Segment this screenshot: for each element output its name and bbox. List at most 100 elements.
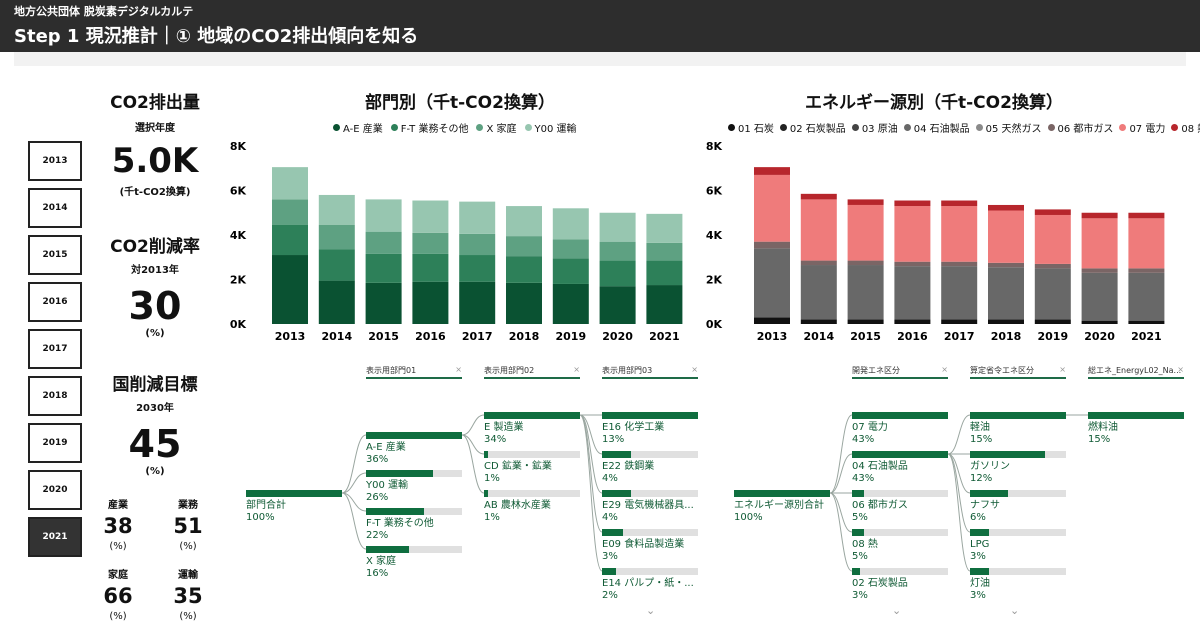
legend-item[interactable]: X 家庭 — [476, 120, 517, 135]
tree-node[interactable]: 07 電力 43% — [852, 412, 948, 446]
legend-item[interactable]: 02 石炭製品 — [779, 120, 846, 135]
year-button-2021[interactable]: 2021 — [28, 517, 82, 557]
bar-segment[interactable] — [412, 281, 449, 324]
bar-segment[interactable] — [1081, 212, 1118, 219]
bar-segment[interactable] — [646, 260, 683, 286]
tree-node[interactable]: E16 化学工業 13% — [602, 412, 698, 446]
bar-segment[interactable] — [800, 193, 837, 200]
year-button-2020[interactable]: 2020 — [28, 470, 82, 510]
bar-segment[interactable] — [988, 267, 1024, 320]
bar-segment[interactable] — [318, 249, 355, 281]
tree-node[interactable]: 04 石油製品 43% — [852, 451, 948, 485]
tree-level-header[interactable]: 総エネ_EnergyL02_Na... × — [1088, 365, 1184, 379]
bar-segment[interactable] — [412, 232, 449, 254]
close-icon[interactable]: × — [691, 365, 698, 374]
bar-segment[interactable] — [1128, 272, 1165, 321]
bar-segment[interactable] — [412, 253, 449, 282]
bar-segment[interactable] — [1034, 319, 1071, 324]
bar-segment[interactable] — [847, 265, 884, 320]
bar-segment[interactable] — [1128, 218, 1165, 269]
tree-node[interactable]: 02 石炭製品 3% — [852, 568, 948, 602]
bar-segment[interactable] — [988, 204, 1024, 211]
bar-segment[interactable] — [1034, 268, 1071, 320]
bar-segment[interactable] — [754, 174, 790, 242]
bar-segment[interactable] — [552, 283, 589, 324]
bar-segment[interactable] — [459, 255, 496, 282]
tree-node[interactable]: 軽油 15% — [970, 412, 1066, 446]
bar-segment[interactable] — [506, 282, 542, 324]
bar-segment[interactable] — [894, 261, 931, 267]
tree-node[interactable]: E09 食料品製造業 3% — [602, 529, 698, 563]
bar-segment[interactable] — [1128, 268, 1165, 273]
tree-level-header[interactable]: 表示用部門02 × — [484, 365, 580, 379]
legend-item[interactable]: 08 熱 — [1171, 120, 1200, 135]
bar-segment[interactable] — [847, 199, 884, 205]
bar-segment[interactable] — [1081, 272, 1118, 321]
close-icon[interactable]: × — [455, 365, 462, 374]
bar-segment[interactable] — [506, 256, 542, 283]
bar-segment[interactable] — [1081, 268, 1118, 273]
bar-segment[interactable] — [800, 199, 837, 261]
tree-node[interactable]: ガソリン 12% — [970, 451, 1066, 485]
year-button-2014[interactable]: 2014 — [28, 188, 82, 228]
legend-item[interactable]: 01 石炭 — [728, 120, 774, 135]
tree-node[interactable]: CD 鉱業・鉱業 1% — [484, 451, 580, 485]
year-button-2018[interactable]: 2018 — [28, 376, 82, 416]
tree-node[interactable]: F-T 業務その他 22% — [366, 508, 462, 542]
tree-node[interactable]: Y00 運輸 26% — [366, 470, 462, 504]
legend-item[interactable]: 07 電力 — [1119, 120, 1165, 135]
bar-segment[interactable] — [754, 167, 790, 175]
bar-segment[interactable] — [459, 281, 496, 324]
bar-segment[interactable] — [894, 206, 931, 262]
bar-segment[interactable] — [365, 199, 402, 232]
bar-segment[interactable] — [459, 201, 496, 234]
bar-segment[interactable] — [941, 200, 978, 207]
close-icon[interactable]: × — [1059, 365, 1066, 374]
bar-segment[interactable] — [506, 236, 542, 257]
bar-segment[interactable] — [318, 194, 355, 225]
bar-segment[interactable] — [272, 167, 308, 200]
tree-level-header[interactable]: 表示用部門03 × — [602, 365, 698, 379]
bar-segment[interactable] — [552, 258, 589, 284]
chevron-down-icon[interactable]: ⌄ — [892, 604, 902, 617]
legend-item[interactable]: Y00 運輸 — [524, 120, 577, 135]
tree-node[interactable]: 燃料油 15% — [1088, 412, 1184, 446]
bar-segment[interactable] — [847, 204, 884, 261]
bar-segment[interactable] — [894, 319, 931, 324]
legend-item[interactable]: 05 天然ガス — [975, 120, 1042, 135]
bar-segment[interactable] — [365, 231, 402, 254]
bar-segment[interactable] — [988, 262, 1024, 268]
tree-node[interactable]: 灯油 3% — [970, 568, 1066, 602]
tree-root-node[interactable]: 部門合計 100% — [246, 490, 342, 524]
tree-node[interactable]: X 家庭 16% — [366, 546, 462, 580]
bar-segment[interactable] — [941, 266, 978, 320]
legend-item[interactable]: A-E 産業 — [333, 120, 383, 135]
bar-segment[interactable] — [272, 255, 308, 324]
bar-segment[interactable] — [1034, 263, 1071, 269]
bar-segment[interactable] — [599, 286, 636, 324]
bar-segment[interactable] — [988, 319, 1024, 324]
bar-segment[interactable] — [1081, 320, 1118, 324]
bar-segment[interactable] — [800, 319, 837, 324]
bar-segment[interactable] — [847, 319, 884, 324]
bar-segment[interactable] — [646, 242, 683, 261]
year-button-2017[interactable]: 2017 — [28, 329, 82, 369]
bar-segment[interactable] — [1128, 320, 1165, 324]
tree-node[interactable]: E14 パルプ・紙・... 2% — [602, 568, 698, 602]
bar-segment[interactable] — [800, 260, 837, 266]
legend-item[interactable]: 03 原油 — [851, 120, 898, 135]
bar-segment[interactable] — [941, 319, 978, 324]
bar-segment[interactable] — [1034, 209, 1071, 215]
tree-node[interactable]: 06 都市ガス 5% — [852, 490, 948, 524]
close-icon[interactable]: × — [1177, 365, 1184, 374]
bar-segment[interactable] — [272, 199, 308, 225]
legend-item[interactable]: 04 石油製品 — [903, 120, 970, 135]
legend-item[interactable]: 06 都市ガス — [1047, 120, 1113, 135]
bar-segment[interactable] — [941, 261, 978, 267]
legend-item[interactable]: F-T 業務その他 — [390, 120, 468, 135]
tree-node[interactable]: E 製造業 34% — [484, 412, 580, 446]
bar-segment[interactable] — [599, 260, 636, 287]
year-button-2015[interactable]: 2015 — [28, 235, 82, 275]
bar-segment[interactable] — [1034, 214, 1071, 264]
tree-node[interactable]: E29 電気機械器具... 4% — [602, 490, 698, 524]
